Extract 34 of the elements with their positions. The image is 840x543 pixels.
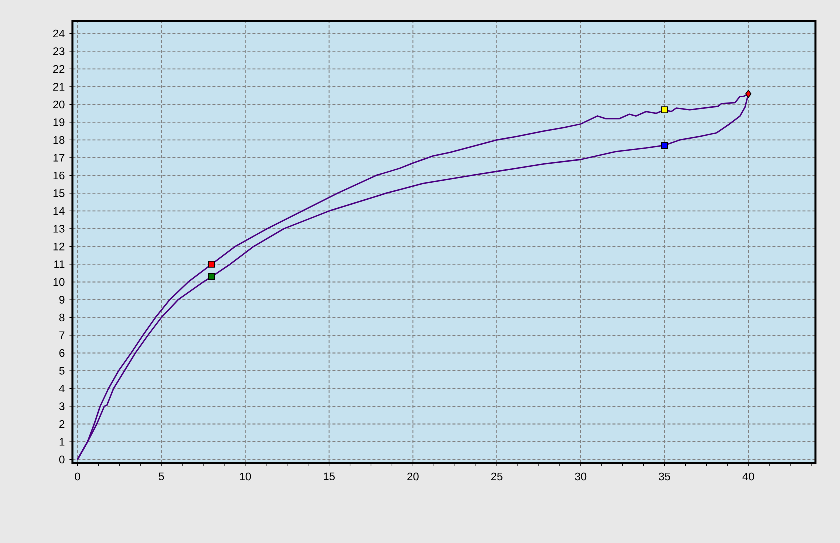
x-tick-label: 25 <box>491 472 503 481</box>
y-tick-label: 7 <box>60 332 65 340</box>
y-tick-label: 0 <box>60 456 65 464</box>
y-tick-label: 23 <box>53 48 65 56</box>
y-tick-label: 1 <box>60 438 65 446</box>
x-tick-label: 0 <box>75 472 80 481</box>
y-tick-label: 4 <box>59 384 65 393</box>
y-tick-label: 5 <box>60 367 65 375</box>
x-tick-label: 15 <box>324 472 335 480</box>
x-tick-label: 40 <box>742 472 754 481</box>
y-tick-label: 3 <box>59 402 65 410</box>
y-tick-label: 17 <box>54 154 65 162</box>
x-tick-label: 35 <box>659 472 670 481</box>
y-tick-label: 6 <box>60 349 65 358</box>
y-tick-label: 18 <box>54 136 65 144</box>
y-tick-label: 16 <box>54 172 65 180</box>
y-tick-label: 15 <box>54 190 65 198</box>
y-tick-label: 2 <box>60 420 65 428</box>
x-tick-label: 10 <box>240 472 252 481</box>
y-tick-label: 19 <box>54 118 65 126</box>
y-tick-label: 10 <box>54 278 65 286</box>
y-tick-label: 21 <box>53 83 65 91</box>
y-tick-label: 12 <box>54 242 65 251</box>
y-tick-label: 22 <box>53 65 65 74</box>
y-tick-label: 13 <box>54 225 65 233</box>
x-tick-label: 5 <box>158 472 164 480</box>
y-tick-label: 24 <box>53 30 65 38</box>
y-tick-label: 11 <box>54 260 65 268</box>
y-tick-label: 8 <box>60 314 65 322</box>
x-tick-label: 30 <box>575 472 587 481</box>
y-tick-label: 9 <box>60 296 65 304</box>
x-tick-label: 20 <box>408 472 419 481</box>
y-tick-label: 20 <box>53 100 65 109</box>
y-tick-label: 14 <box>54 207 65 216</box>
